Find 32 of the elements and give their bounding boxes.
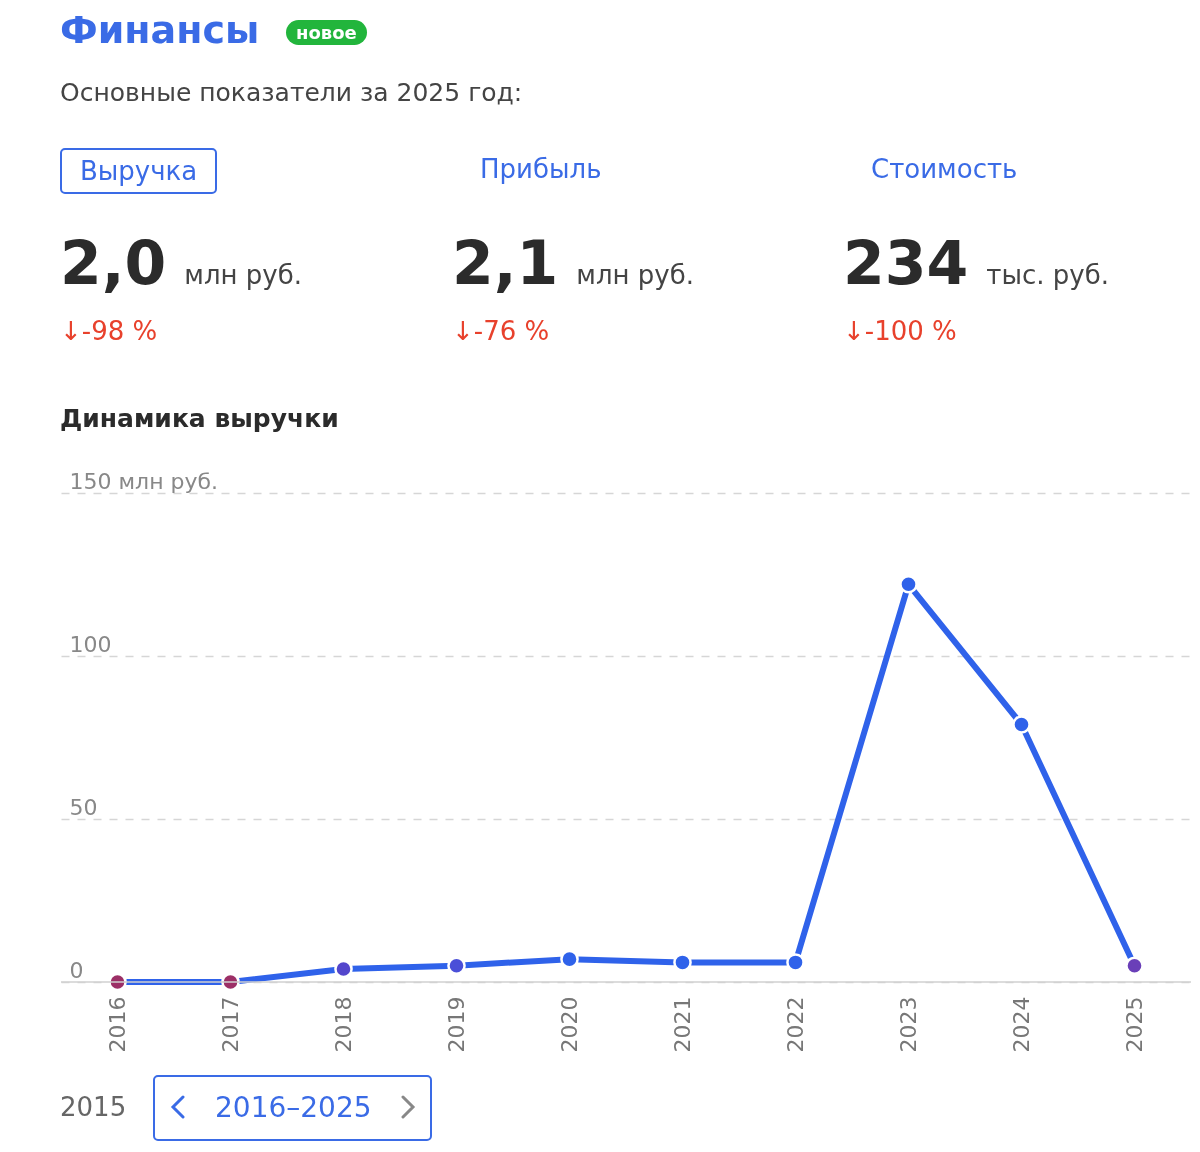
x-tick-label: 2016 <box>105 996 130 1053</box>
text: Динамика выручки <box>60 404 339 433</box>
text: Стоимость <box>870 153 1019 186</box>
text: 2,0 <box>60 228 167 298</box>
chart-subtitle: Основные показатели за 2025 год: <box>60 78 523 107</box>
y-tick-label: 0 <box>69 957 84 983</box>
text: 234 <box>843 228 969 298</box>
text: Выручка <box>60 148 218 194</box>
y-tick-label: 50 <box>69 794 98 820</box>
text: ↓-76 % <box>452 316 550 346</box>
x-tick-label: 2024 <box>1009 996 1034 1053</box>
x-tick-label: 2025 <box>1122 996 1147 1053</box>
x-tick-label: 2019 <box>444 996 469 1053</box>
text: ↓-100 % <box>843 316 957 346</box>
text: Прибыль <box>479 153 603 186</box>
text: млн руб. <box>184 260 302 290</box>
text: 2016–2025 <box>215 1091 372 1124</box>
chart-title: Финансы <box>60 8 260 52</box>
text: млн руб. <box>576 260 694 290</box>
x-tick-label: 2023 <box>896 996 921 1053</box>
x-tick-label: 2017 <box>218 996 243 1053</box>
x-tick-label: 2021 <box>670 996 695 1053</box>
text: новое <box>286 20 367 45</box>
x-tick-label: 2018 <box>331 996 356 1053</box>
x-tick-label: 2020 <box>557 996 582 1053</box>
x-tick-label: 2022 <box>783 996 808 1053</box>
y-tick-label: 150 млн руб. <box>69 468 219 494</box>
text: ↓-98 % <box>60 316 158 346</box>
text: 2015 <box>60 1092 127 1122</box>
text: 2,1 <box>452 228 559 298</box>
y-tick-label: 100 <box>69 631 112 657</box>
text: тыс. руб. <box>986 260 1109 290</box>
